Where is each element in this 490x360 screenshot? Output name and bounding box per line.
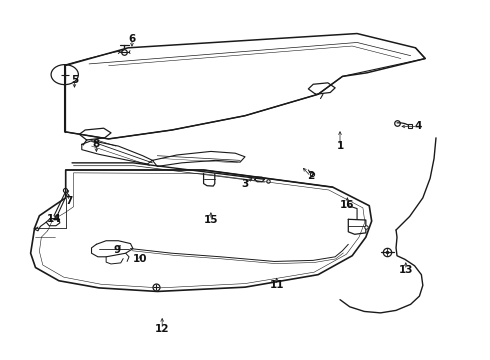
Text: 16: 16	[340, 200, 355, 210]
Text: 9: 9	[114, 245, 121, 255]
Text: 4: 4	[414, 121, 422, 131]
Text: 6: 6	[128, 34, 136, 44]
Text: 1: 1	[336, 141, 343, 151]
Text: 10: 10	[133, 254, 147, 264]
Text: 12: 12	[155, 324, 170, 334]
Text: 14: 14	[47, 214, 61, 224]
Text: 13: 13	[398, 265, 413, 275]
Text: 8: 8	[93, 139, 100, 149]
Text: 7: 7	[65, 197, 73, 206]
Text: 5: 5	[71, 75, 78, 85]
Text: 3: 3	[242, 179, 248, 189]
Text: 11: 11	[270, 280, 284, 291]
Text: 2: 2	[307, 171, 315, 181]
Text: 15: 15	[204, 215, 218, 225]
